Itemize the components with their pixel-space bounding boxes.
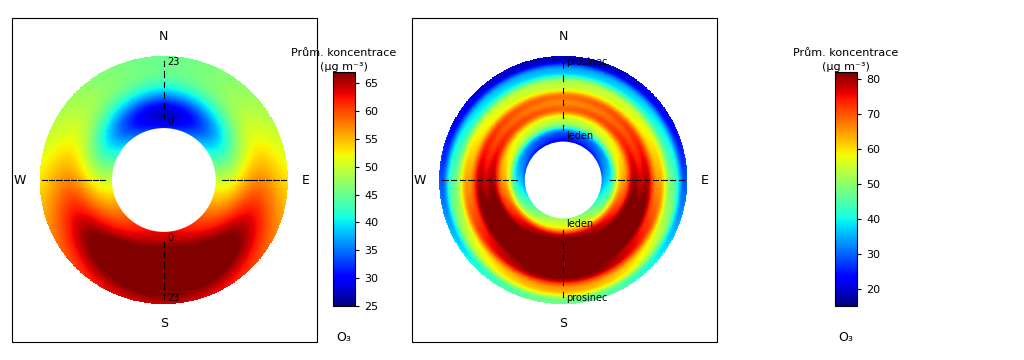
Text: 23: 23 bbox=[167, 57, 179, 67]
Text: S: S bbox=[559, 318, 567, 330]
Circle shape bbox=[525, 142, 601, 218]
Text: 0: 0 bbox=[167, 233, 173, 243]
Text: W: W bbox=[14, 174, 27, 186]
Text: Prům. koncentrace: Prům. koncentrace bbox=[292, 48, 396, 58]
Circle shape bbox=[113, 129, 215, 231]
Text: W: W bbox=[414, 174, 426, 186]
Text: N: N bbox=[558, 30, 568, 42]
Text: Prům. koncentrace: Prům. koncentrace bbox=[794, 48, 898, 58]
Text: 23: 23 bbox=[167, 293, 179, 303]
Text: leden: leden bbox=[566, 219, 594, 229]
Text: prosinec: prosinec bbox=[566, 293, 608, 303]
Text: leden: leden bbox=[566, 131, 594, 141]
Text: (μg m⁻³): (μg m⁻³) bbox=[321, 62, 368, 72]
Text: O₃: O₃ bbox=[839, 331, 853, 344]
Text: prosinec: prosinec bbox=[566, 57, 608, 67]
Text: E: E bbox=[301, 174, 309, 186]
Text: (μg m⁻³): (μg m⁻³) bbox=[822, 62, 869, 72]
Text: E: E bbox=[700, 174, 709, 186]
Text: O₃: O₃ bbox=[337, 331, 351, 344]
Text: N: N bbox=[159, 30, 169, 42]
Text: 0: 0 bbox=[167, 117, 173, 127]
Text: S: S bbox=[160, 318, 168, 330]
